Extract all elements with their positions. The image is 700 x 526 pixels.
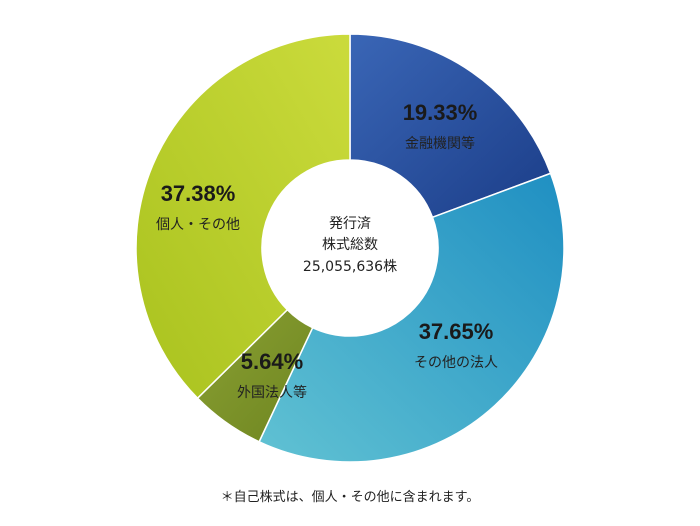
value-label-financial: 19.33% — [403, 100, 478, 125]
category-label-other-corp: その他の法人 — [414, 355, 498, 371]
center-line-1: 発行済 — [329, 216, 371, 232]
category-label-foreign: 外国法人等 — [237, 384, 307, 401]
label-financial: 19.33% 金融機関等 — [403, 100, 478, 152]
center-line-2: 株式総数 — [322, 237, 378, 253]
center-line-3: 25,055,636株 — [303, 259, 397, 275]
category-label-individual: 個人・その他 — [156, 217, 240, 233]
label-foreign: 5.64% 外国法人等 — [237, 349, 307, 401]
slices — [135, 33, 565, 463]
label-individual: 37.38% 個人・その他 — [156, 181, 240, 233]
category-label-financial: 金融機関等 — [405, 135, 475, 152]
label-other-corp: 37.65% その他の法人 — [414, 319, 498, 371]
value-label-individual: 37.38% — [161, 181, 236, 206]
donut-chart: 発行済 株式総数 25,055,636株 19.33% 金融機関等 37.65%… — [135, 33, 565, 463]
footnote: ＊自己株式は、個人・その他に含まれます。 — [220, 490, 480, 505]
value-label-foreign: 5.64% — [241, 349, 303, 374]
center-label: 発行済 株式総数 25,055,636株 — [303, 216, 397, 275]
donut-hole — [262, 160, 438, 336]
value-label-other-corp: 37.65% — [419, 319, 494, 344]
